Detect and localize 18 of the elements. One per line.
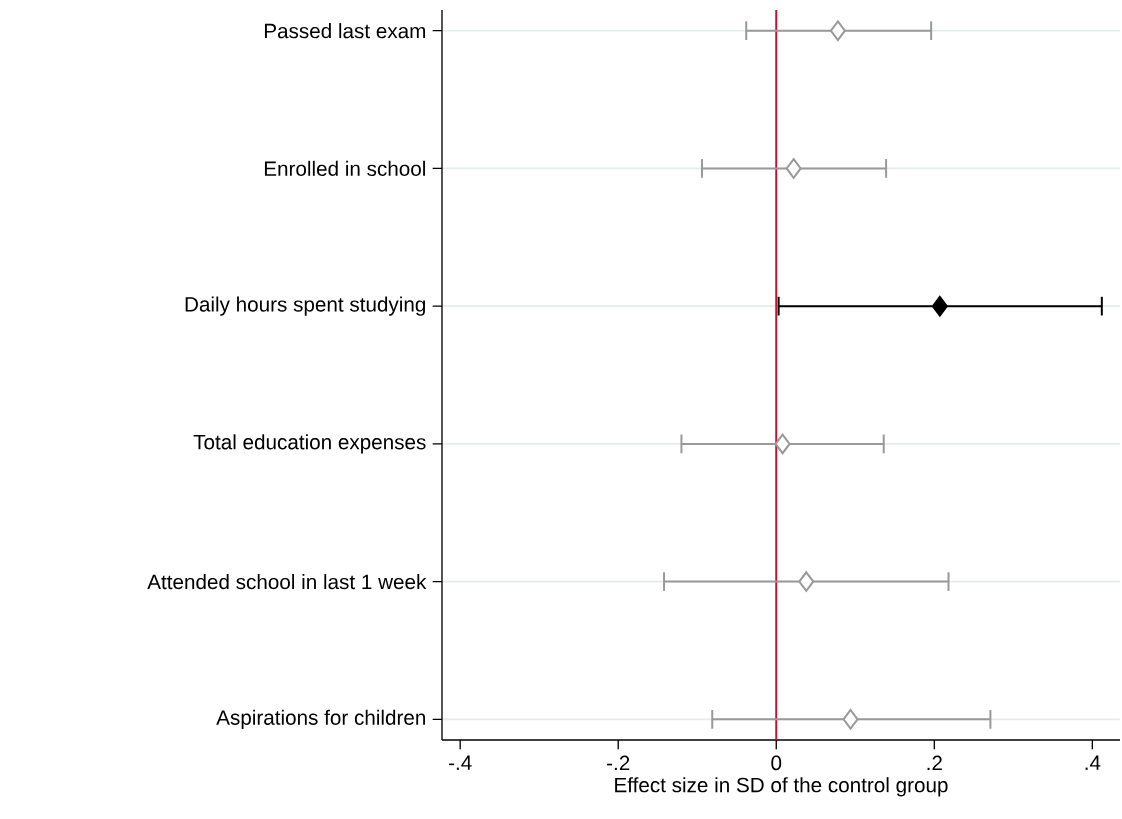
x-tick-label: -.2 [607,755,630,771]
x-axis-title: Effect size in SD of the control group [615,777,948,797]
x-tick-label: 0 [771,755,782,771]
y-tick-label: Daily hours spent studying [185,296,426,316]
x-tick-label: -.4 [449,755,472,770]
point [829,20,846,42]
y-tick-label: Total education expenses [193,434,426,454]
point [774,433,791,455]
y-tick-label: Aspirations for children [216,709,425,729]
x-tick-label: .4 [1085,755,1101,770]
y-tick-label: Passed last exam [264,23,425,39]
y-tick-label: Attended school in last 1 week [147,574,427,590]
point [785,158,802,179]
point [931,295,948,317]
x-tick-label: .2 [927,755,942,771]
y-tick-label: Enrolled in school [264,160,425,177]
point [842,709,859,730]
point [798,571,815,592]
